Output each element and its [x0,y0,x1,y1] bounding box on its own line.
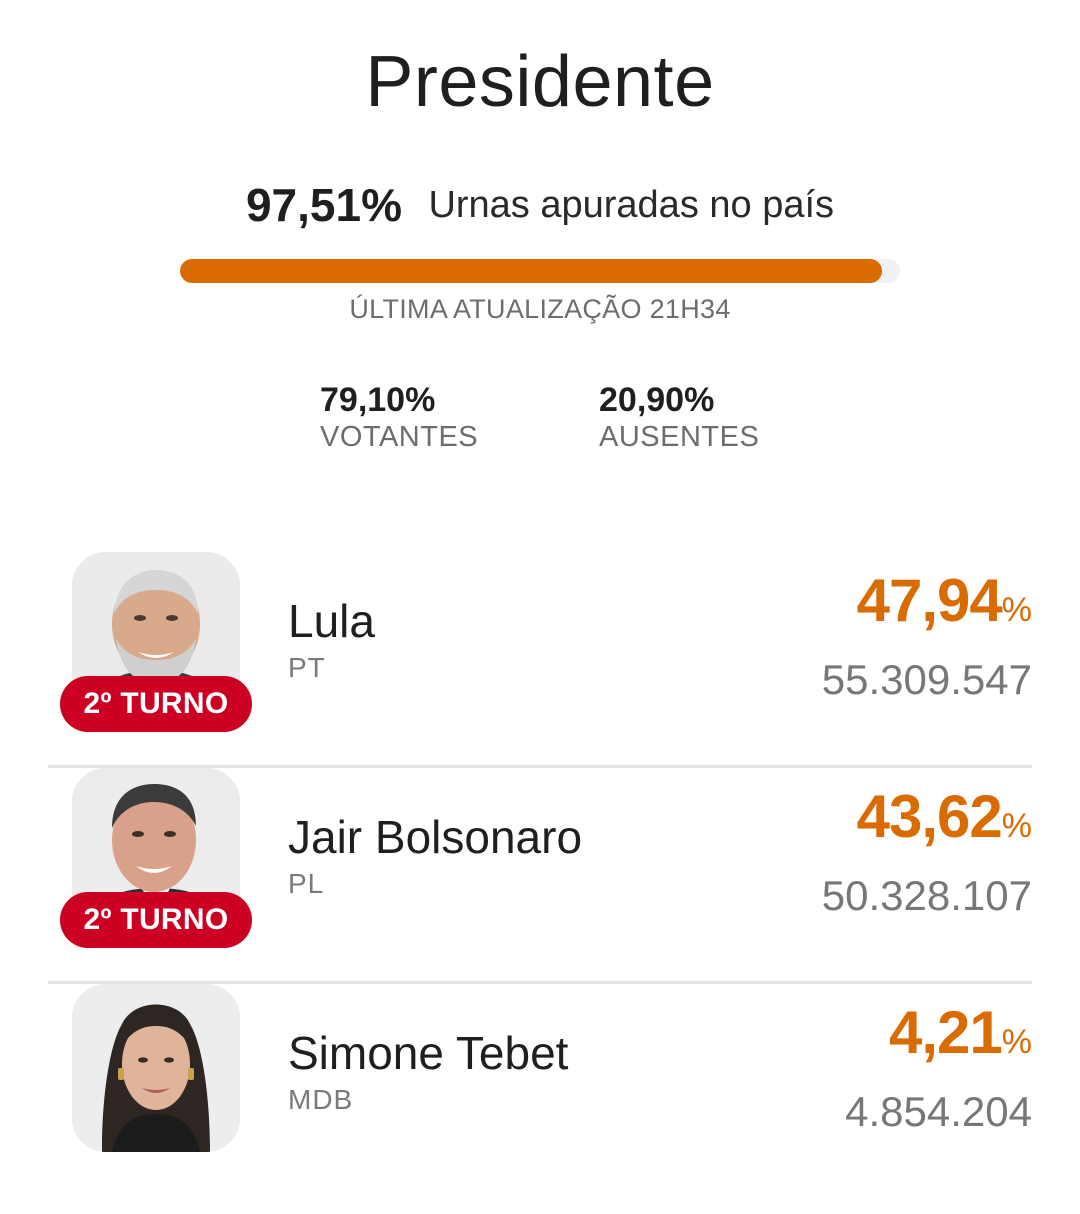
candidate-percent-sign: % [1001,807,1032,845]
stat-voters: 79,10% VOTANTES [320,380,478,454]
candidate-votes: 55.309.547 [821,656,1032,703]
candidate-name: Simone Tebet [288,1027,569,1079]
candidate-votes: 4.854.204 [845,1088,1032,1135]
candidate-name: Jair Bolsonaro [288,811,583,863]
candidate-portrait-image [72,984,240,1152]
candidate-party: MDB [288,1084,354,1115]
stat-absent-value: 20,90% [599,381,715,419]
candidate-percent-value: 43,62 [856,783,1003,850]
candidate-percent-sign: % [1001,591,1032,629]
candidate-percent-sign: % [1001,1023,1032,1061]
candidate-row-lula[interactable]: 2º TURNO Lula PT 47,94% 55.309.547 [48,552,1032,768]
candidate-row-tebet[interactable]: Simone Tebet MDB 4,21% 4.854.204 [48,984,1032,1200]
row-divider [48,981,1032,984]
progress-percent: 97,51% [245,179,402,231]
candidate-name: Lula [288,595,375,647]
stat-voters-value: 79,10% [320,381,436,419]
stat-absent-label: AUSENTES [599,421,760,453]
progress-bar-fill [180,259,883,283]
progress-header: 97,51% Urnas apuradas no país [0,178,1080,232]
candidate-row-bolsonaro[interactable]: 2º TURNO Jair Bolsonaro PL 43,62% 50.328… [48,768,1032,984]
progress-label: Urnas apuradas no país [428,183,835,226]
candidate-photo [72,552,240,720]
progress-bar [180,259,900,283]
stat-voters-label: VOTANTES [320,421,479,453]
candidate-percent: 47,94% [857,566,1032,635]
second-round-badge: 2º TURNO [60,892,252,948]
candidate-percent: 43,62% [857,782,1032,851]
candidate-party: PL [288,868,325,899]
candidate-percent-value: 47,94 [856,567,1003,634]
row-divider [48,765,1032,768]
page-title: Presidente [365,42,715,122]
candidate-percent: 4,21% [889,998,1032,1067]
candidate-party: PT [288,652,326,683]
candidate-percent-value: 4,21 [888,999,1003,1066]
stat-absent: 20,90% AUSENTES [599,380,759,454]
second-round-badge: 2º TURNO [60,676,252,732]
candidate-votes: 50.328.107 [821,872,1032,919]
candidate-photo [72,984,240,1152]
last-updated: ÚLTIMA ATUALIZAÇÃO 21H34 [349,294,731,324]
